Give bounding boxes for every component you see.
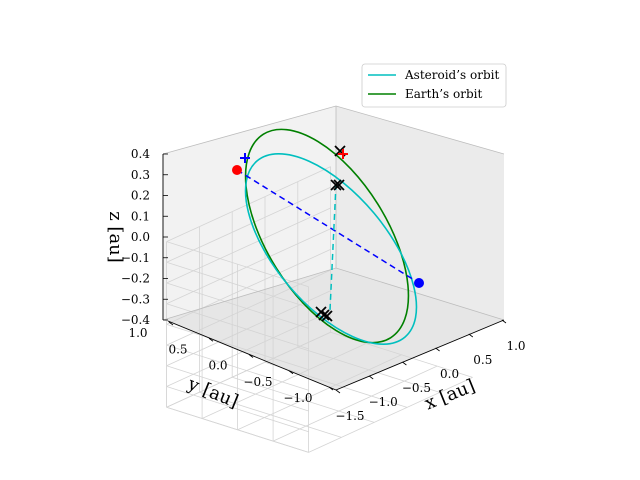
x-tick-label: 1.0 xyxy=(506,339,525,353)
gridline-z-right xyxy=(166,269,331,346)
orbit-earth xyxy=(244,128,410,344)
dashed-line-blue xyxy=(236,169,420,284)
y-tick-label: 1.0 xyxy=(128,326,147,340)
z-tick-label: 0.4 xyxy=(131,147,150,161)
x-tick-mark xyxy=(501,319,507,324)
y-tick-label: 0.5 xyxy=(168,342,187,356)
gridline-z-back xyxy=(166,303,309,350)
gridline-z-back xyxy=(166,386,309,433)
gridline-z-back xyxy=(166,344,309,391)
back-pane-right xyxy=(336,106,504,320)
svg-text:y [au]: y [au] xyxy=(184,373,241,412)
z-axis-label: z [au] xyxy=(105,211,126,263)
x-tick-label: 0.5 xyxy=(473,353,492,367)
x-tick-label: −1.5 xyxy=(335,409,364,423)
gridline-z-back xyxy=(166,365,309,412)
y-tick-mark xyxy=(328,386,334,391)
orbit-asteroid xyxy=(244,153,418,345)
gridline-y-floor xyxy=(237,354,402,431)
y-tick-label: −0.5 xyxy=(243,375,272,389)
z-tick-label: −0.2 xyxy=(121,272,150,286)
y-tick-mark xyxy=(208,337,214,342)
cross-marker xyxy=(318,309,330,321)
cross-marker xyxy=(330,179,342,191)
legend-label-earth: Earth’s orbit xyxy=(405,87,482,101)
z-tick-label: −0.3 xyxy=(121,292,150,306)
gridline-z-right xyxy=(166,249,331,325)
gridline-z-right xyxy=(166,186,331,263)
floor-edges xyxy=(162,267,505,321)
gridline-z-back xyxy=(166,282,309,329)
dashed-lines xyxy=(236,169,420,311)
x-tick-label: 0.0 xyxy=(440,367,459,381)
gridline-z-right xyxy=(166,311,331,387)
gridline-z-right xyxy=(166,228,331,305)
x-tick-label: −1.0 xyxy=(369,395,398,409)
tick-marks: −0.4 −0.3 −0.2 −0.1 0.0 0.1 0.2 0.3 0.4 −1.0 −0.5 0… xyxy=(121,147,526,423)
x-tick-mark xyxy=(435,347,440,352)
gridline-z-back xyxy=(166,241,309,288)
gridline-y-floor xyxy=(272,365,438,442)
gridline-z-right xyxy=(166,207,331,284)
svg-text:z [au]: z [au] xyxy=(105,211,126,263)
markers xyxy=(232,145,424,322)
x-tick-label: −0.5 xyxy=(402,381,431,395)
legend: Asteroid’s orbit Earth’s orbit xyxy=(361,63,507,108)
legend-label-asteroid: Asteroid’s orbit xyxy=(404,68,499,82)
z-tick-label: −0.1 xyxy=(121,251,150,265)
z-tick-label: −0.4 xyxy=(121,313,151,327)
gridline-z-right xyxy=(166,331,331,408)
orbits xyxy=(244,128,418,345)
z-tick-label: 0.0 xyxy=(131,230,150,244)
gridline-z-back xyxy=(166,406,309,453)
grid-lines xyxy=(166,166,473,453)
gridline-z-back xyxy=(166,261,309,308)
earth-position-dot xyxy=(414,278,424,288)
gridline-y-floor xyxy=(308,377,473,453)
y-tick-label: −1.0 xyxy=(283,391,312,405)
x-tick-mark xyxy=(468,333,474,338)
cross-marker xyxy=(333,179,345,191)
cross-marker xyxy=(321,310,333,322)
y-tick-mark xyxy=(168,321,174,326)
x-tick-mark xyxy=(402,361,407,366)
z-tick-label: 0.1 xyxy=(131,209,150,223)
x-axis-line xyxy=(335,319,505,391)
y-tick-mark xyxy=(248,354,254,358)
dashed-line-cyan xyxy=(329,183,337,311)
y-tick-label: 0.0 xyxy=(208,359,227,373)
cross-marker xyxy=(334,145,346,157)
y-axis-line xyxy=(167,320,337,391)
x-tick-mark xyxy=(335,389,341,394)
gridline-y-floor xyxy=(201,343,367,419)
y-axis-label: y [au] xyxy=(184,373,241,412)
z-tick-label: 0.3 xyxy=(131,168,150,182)
legend-frame xyxy=(361,63,507,108)
asteroid-position-dot xyxy=(232,165,242,175)
x-tick-mark xyxy=(368,375,374,380)
y-tick-mark xyxy=(288,370,294,375)
z-tick-label: 0.2 xyxy=(131,189,150,203)
gridline-z-back xyxy=(166,324,309,370)
